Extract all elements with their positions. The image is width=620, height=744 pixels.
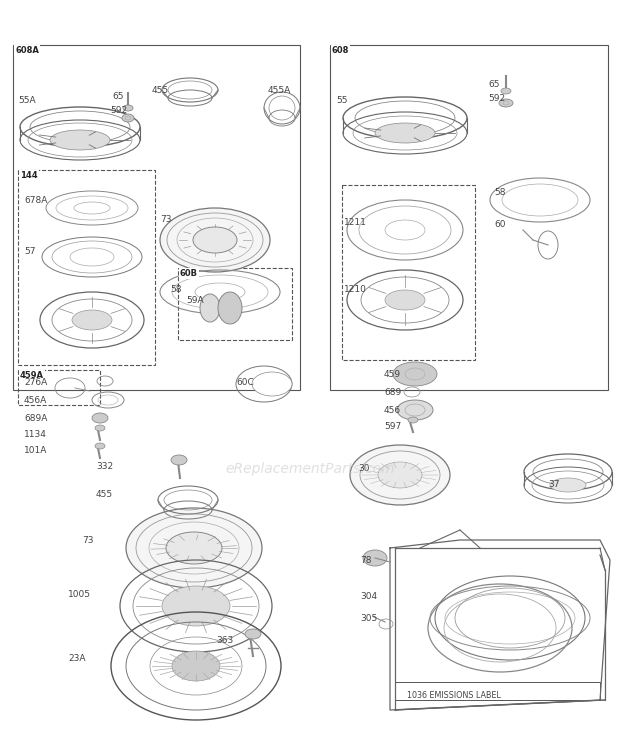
- Text: 57: 57: [24, 247, 35, 256]
- Text: 60: 60: [494, 220, 505, 229]
- Text: 455: 455: [96, 490, 113, 499]
- Text: 305: 305: [360, 614, 377, 623]
- Ellipse shape: [252, 372, 292, 396]
- Ellipse shape: [160, 208, 270, 272]
- Ellipse shape: [92, 413, 108, 423]
- Text: 1036 EMISSIONS LABEL: 1036 EMISSIONS LABEL: [407, 691, 501, 700]
- Text: 73: 73: [82, 536, 94, 545]
- Ellipse shape: [385, 290, 425, 310]
- Ellipse shape: [123, 105, 133, 111]
- Text: 60C: 60C: [236, 378, 254, 387]
- Text: 30: 30: [358, 464, 370, 473]
- Text: 459: 459: [384, 370, 401, 379]
- Text: 1005: 1005: [68, 590, 91, 599]
- Ellipse shape: [218, 292, 242, 324]
- Text: 55: 55: [336, 96, 347, 105]
- Ellipse shape: [122, 114, 134, 122]
- Text: 332: 332: [96, 462, 113, 471]
- Ellipse shape: [550, 478, 586, 492]
- Ellipse shape: [162, 586, 230, 626]
- Ellipse shape: [172, 651, 220, 681]
- Ellipse shape: [408, 417, 418, 423]
- Text: 60B: 60B: [180, 269, 198, 278]
- Text: 678A: 678A: [24, 196, 47, 205]
- Text: 456: 456: [384, 406, 401, 415]
- Text: 304: 304: [360, 592, 377, 601]
- Ellipse shape: [245, 629, 261, 639]
- Text: eReplacementParts.com: eReplacementParts.com: [225, 462, 395, 476]
- Text: 65: 65: [488, 80, 500, 89]
- Ellipse shape: [72, 310, 112, 330]
- Text: 592: 592: [488, 94, 505, 103]
- Text: 23A: 23A: [68, 654, 86, 663]
- Text: 58: 58: [494, 188, 505, 197]
- Ellipse shape: [375, 123, 435, 143]
- Ellipse shape: [95, 425, 105, 431]
- Text: 78: 78: [360, 556, 371, 565]
- Text: 58: 58: [170, 285, 182, 294]
- Text: 592: 592: [110, 106, 127, 115]
- Ellipse shape: [363, 550, 387, 566]
- Ellipse shape: [499, 99, 513, 107]
- Text: 689A: 689A: [24, 414, 47, 423]
- Text: 276A: 276A: [24, 378, 47, 387]
- Text: 459A: 459A: [20, 371, 44, 380]
- Ellipse shape: [200, 294, 220, 322]
- Text: 455A: 455A: [268, 86, 291, 95]
- Text: 363: 363: [216, 636, 233, 645]
- Text: 1211: 1211: [344, 218, 367, 227]
- Text: 608A: 608A: [15, 46, 39, 55]
- Ellipse shape: [193, 227, 237, 253]
- Text: 59A: 59A: [186, 296, 203, 305]
- Text: 101A: 101A: [24, 446, 47, 455]
- Text: 597: 597: [384, 422, 401, 431]
- Ellipse shape: [50, 130, 110, 150]
- Text: 608: 608: [332, 46, 350, 55]
- Text: 73: 73: [160, 215, 172, 224]
- Text: 1210: 1210: [344, 285, 367, 294]
- Text: 456A: 456A: [24, 396, 47, 405]
- Ellipse shape: [171, 455, 187, 465]
- Text: 144: 144: [20, 171, 38, 180]
- Ellipse shape: [501, 88, 511, 94]
- Ellipse shape: [166, 532, 222, 564]
- Text: 37: 37: [548, 480, 559, 489]
- Ellipse shape: [397, 400, 433, 420]
- Text: 55A: 55A: [18, 96, 35, 105]
- Text: 1134: 1134: [24, 430, 47, 439]
- Ellipse shape: [95, 443, 105, 449]
- Text: 455: 455: [152, 86, 169, 95]
- Ellipse shape: [350, 445, 450, 505]
- Ellipse shape: [126, 508, 262, 588]
- Text: 65: 65: [112, 92, 123, 101]
- Text: 689: 689: [384, 388, 401, 397]
- Ellipse shape: [393, 362, 437, 386]
- Ellipse shape: [378, 462, 422, 488]
